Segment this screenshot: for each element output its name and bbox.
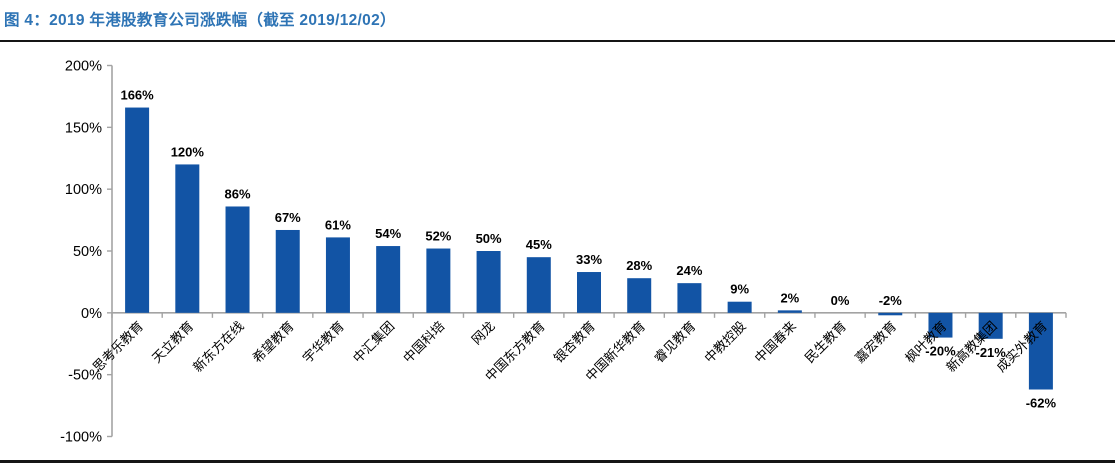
bar-value-label: 0% (831, 293, 850, 308)
bar (878, 312, 903, 316)
x-category-label: 宇华教育 (300, 318, 347, 365)
bar (727, 301, 752, 313)
bar (325, 237, 350, 313)
x-category-label: 中汇集团 (350, 318, 397, 365)
bar (526, 257, 551, 313)
x-category-label: 思考乐教育 (90, 318, 147, 375)
bar-value-label: 166% (120, 88, 154, 103)
bar-value-label: 52% (425, 229, 451, 244)
bar-value-label: 28% (626, 258, 652, 273)
bar (125, 107, 150, 313)
bar-value-label: -2% (879, 293, 903, 308)
bar-value-label: 67% (275, 210, 301, 225)
x-category-label: 嘉宏教育 (852, 318, 899, 365)
bar (376, 246, 401, 313)
bar (928, 312, 953, 338)
bar-value-label: 24% (676, 263, 702, 278)
y-axis-label: 150% (65, 120, 102, 136)
figure-title: 图 4：2019 年港股教育公司涨跌幅（截至 2019/12/02） (4, 12, 396, 29)
bar-value-label: 2% (780, 290, 799, 305)
bar (1028, 312, 1053, 390)
y-axis-label: 0% (81, 306, 102, 322)
bar (577, 272, 601, 313)
bar-value-label: -21% (976, 345, 1007, 360)
bar-value-label: 54% (375, 226, 401, 241)
bar-value-label: 50% (476, 231, 502, 246)
x-category-label: 中国科培 (400, 318, 447, 365)
bar (677, 283, 702, 313)
y-axis-label: -50% (68, 368, 102, 384)
x-category-label: 网龙 (469, 318, 498, 347)
x-category-label: 枫叶教育 (902, 318, 949, 365)
bar-value-label: 120% (171, 144, 205, 159)
title-underline (0, 40, 1115, 42)
bar-value-label: 33% (576, 252, 602, 267)
bar (225, 206, 250, 313)
x-category-label: 中教控股 (701, 318, 748, 365)
bar-value-label: 9% (730, 282, 749, 297)
bar (777, 310, 802, 313)
y-axis-label: 50% (73, 244, 102, 260)
x-category-label: 睿见教育 (651, 318, 698, 365)
bar-value-label: -20% (925, 344, 956, 359)
x-category-label: 希望教育 (249, 318, 296, 365)
figure-bottom-rule (0, 460, 1115, 463)
x-category-label: 新东方在线 (190, 318, 247, 375)
bar (627, 278, 652, 313)
bar-value-label: -62% (1026, 396, 1057, 411)
bar (175, 164, 200, 313)
bar (426, 248, 451, 313)
x-category-label: 中国春来 (752, 318, 799, 365)
x-category-label: 民生教育 (802, 318, 849, 365)
x-category-label: 银杏教育 (551, 318, 598, 365)
y-axis-label: 200% (65, 59, 102, 75)
x-category-label: 天立教育 (149, 318, 196, 365)
bar (476, 251, 501, 313)
bar-value-label: 61% (325, 217, 351, 232)
bar-value-label: 86% (225, 186, 251, 201)
y-axis-label: -100% (60, 430, 102, 446)
bar (275, 229, 300, 313)
bar-value-label: 45% (526, 237, 552, 252)
y-axis-label: 100% (65, 182, 102, 198)
bar (978, 312, 1003, 339)
